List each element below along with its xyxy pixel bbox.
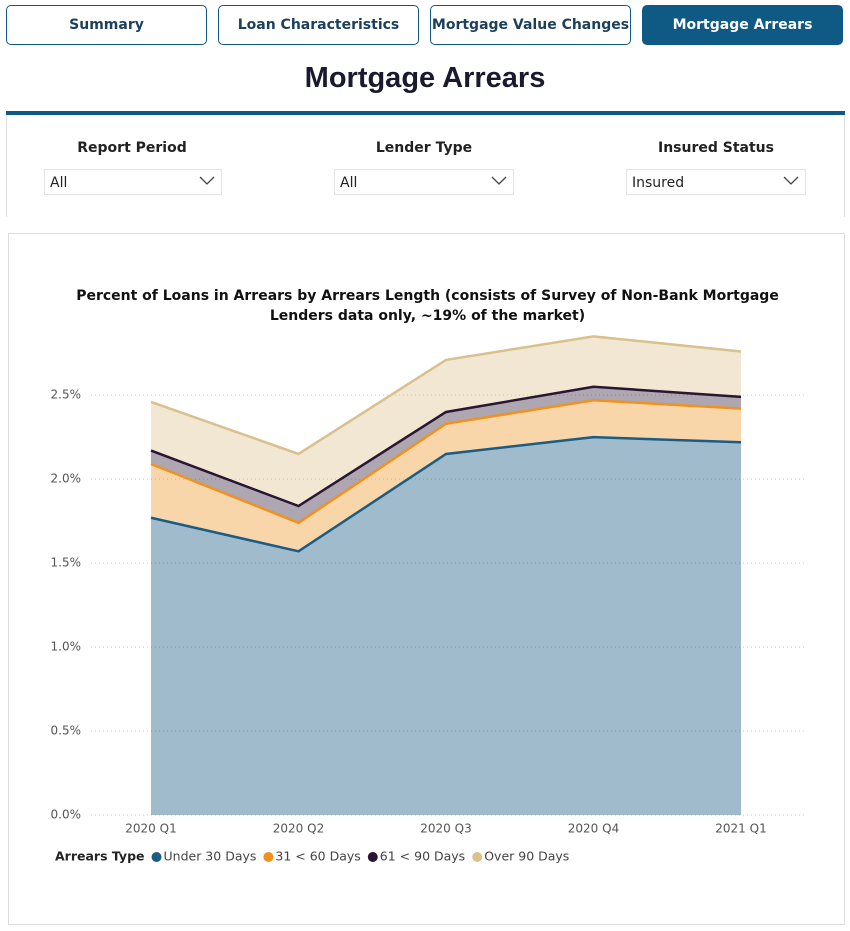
tab[interactable]: Summary (6, 5, 207, 45)
chart-card: 0.0% 0.5% 1.0% 1.5% 2.0% 2.5% 2020 Q1 2020 Q2 20… (8, 233, 845, 925)
area (151, 386, 741, 523)
x-tick-label: 2020 Q1 (125, 822, 176, 836)
x-tick-label: 2020 Q2 (273, 822, 324, 836)
tab[interactable]: Mortgage Value Changes (430, 5, 631, 45)
chart-title: Percent of Loans in Arrears by Arrears L… (76, 288, 779, 324)
filter-label: Report Period (77, 140, 187, 156)
chevron (783, 176, 799, 185)
y-tick-label: 2.0% (51, 472, 82, 486)
tab-active[interactable]: Mortgage Arrears (642, 5, 843, 45)
x-tick-label: 2020 Q3 (420, 822, 471, 836)
area-line (150, 398, 742, 525)
legend-label: 61 < 90 Days (380, 849, 465, 864)
legend-swatch (472, 852, 483, 862)
y-tick-label: 1.5% (51, 556, 82, 570)
divider (6, 111, 845, 115)
chevron (199, 176, 215, 185)
dropdown[interactable]: All (334, 169, 514, 195)
filter-label: Insured Status (658, 140, 774, 156)
x-tick-label: 2021 Q1 (715, 822, 766, 836)
area-line (150, 435, 742, 553)
dropdown[interactable]: Insured (626, 169, 806, 195)
filter-label: Lender Type (375, 140, 473, 156)
filter-panel (6, 115, 845, 217)
legend-label: 31 < 60 Days (275, 849, 360, 864)
x-tick-label: 2020 Q4 (568, 822, 619, 836)
chevron (491, 176, 507, 185)
dropdown-value: All (50, 175, 68, 191)
tab[interactable]: Loan Characteristics (218, 5, 419, 45)
area (151, 336, 741, 507)
legend-swatch (367, 852, 378, 862)
legend-label: Over 90 Days (484, 849, 569, 864)
dropdown-value: Insured (632, 175, 685, 191)
area-line (150, 385, 742, 508)
chart: 0.0% 0.5% 1.0% 1.5% 2.0% 2.5% 2020 Q1 2020 Q2 20… (51, 335, 804, 864)
legend-label: Under 30 Days (164, 849, 257, 864)
y-tick-label: 0.5% (51, 724, 82, 738)
dropdown-value: All (340, 175, 358, 191)
area-line (150, 335, 742, 456)
y-tick-label: 1.0% (51, 640, 82, 654)
area (151, 437, 741, 815)
legend-swatch (151, 852, 162, 862)
dropdown[interactable]: All (44, 169, 222, 195)
legend-swatch (263, 852, 274, 862)
y-tick-label: 2.5% (51, 388, 82, 402)
legend-title: Arrears Type (55, 849, 145, 864)
page-title: Mortgage Arrears (304, 62, 546, 94)
area (151, 400, 741, 552)
y-tick-label: 0.0% (51, 808, 82, 822)
